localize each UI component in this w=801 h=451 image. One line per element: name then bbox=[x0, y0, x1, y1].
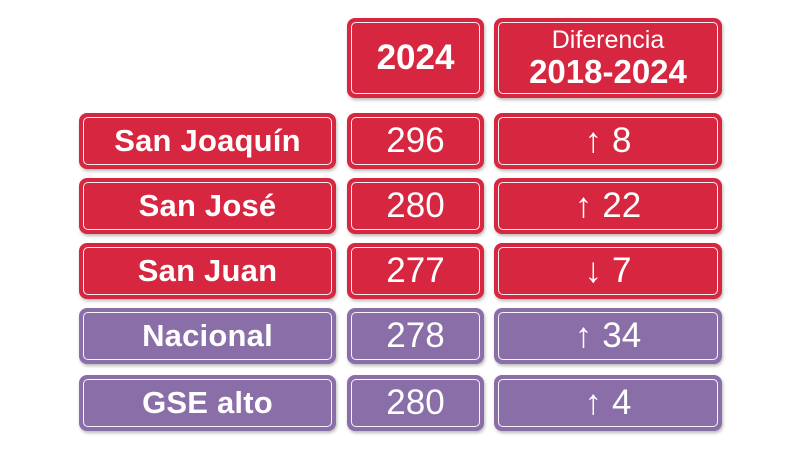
header-diff-cell: Diferencia 2018-2024 bbox=[494, 18, 722, 98]
row-value-cell: 296 bbox=[347, 113, 484, 169]
row-label: Nacional bbox=[142, 318, 273, 353]
arrow-down-icon: ↓ bbox=[584, 251, 603, 290]
row-label: San Joaquín bbox=[114, 123, 301, 158]
row-label: GSE alto bbox=[142, 385, 273, 420]
row-diff-cell: ↑ 22 bbox=[494, 178, 722, 234]
row-value-cell: 277 bbox=[347, 243, 484, 299]
arrow-up-icon: ↑ bbox=[574, 316, 593, 355]
arrow-up-icon: ↑ bbox=[584, 121, 603, 160]
row-diff-cell: ↑ 34 bbox=[494, 308, 722, 364]
row-label-cell: GSE alto bbox=[79, 375, 336, 431]
row-value-cell: 278 bbox=[347, 308, 484, 364]
row-label-cell: San José bbox=[79, 178, 336, 234]
header-year-label: 2024 bbox=[376, 38, 455, 77]
row-diff: 4 bbox=[612, 383, 632, 422]
arrow-up-icon: ↑ bbox=[574, 186, 593, 225]
row-diff: 34 bbox=[602, 316, 642, 355]
row-value: 296 bbox=[386, 121, 445, 160]
row-value: 277 bbox=[386, 251, 445, 290]
row-diff-cell: ↓ 7 bbox=[494, 243, 722, 299]
row-diff-cell: ↑ 4 bbox=[494, 375, 722, 431]
row-label-cell: Nacional bbox=[79, 308, 336, 364]
row-label-cell: San Juan bbox=[79, 243, 336, 299]
row-label: San José bbox=[138, 188, 277, 223]
header-diff-range: 2018-2024 bbox=[529, 53, 687, 90]
row-value: 278 bbox=[386, 316, 445, 355]
arrow-up-icon: ↑ bbox=[584, 383, 603, 422]
row-value-cell: 280 bbox=[347, 178, 484, 234]
row-value: 280 bbox=[386, 383, 445, 422]
row-diff: 22 bbox=[602, 186, 642, 225]
row-diff-cell: ↑ 8 bbox=[494, 113, 722, 169]
row-label: San Juan bbox=[137, 253, 278, 288]
row-value: 280 bbox=[386, 186, 445, 225]
row-value-cell: 280 bbox=[347, 375, 484, 431]
header-diff-title: Diferencia bbox=[551, 26, 665, 54]
header-year-cell: 2024 bbox=[347, 18, 484, 98]
row-diff: 8 bbox=[612, 121, 632, 160]
row-diff: 7 bbox=[612, 251, 632, 290]
row-label-cell: San Joaquín bbox=[79, 113, 336, 169]
